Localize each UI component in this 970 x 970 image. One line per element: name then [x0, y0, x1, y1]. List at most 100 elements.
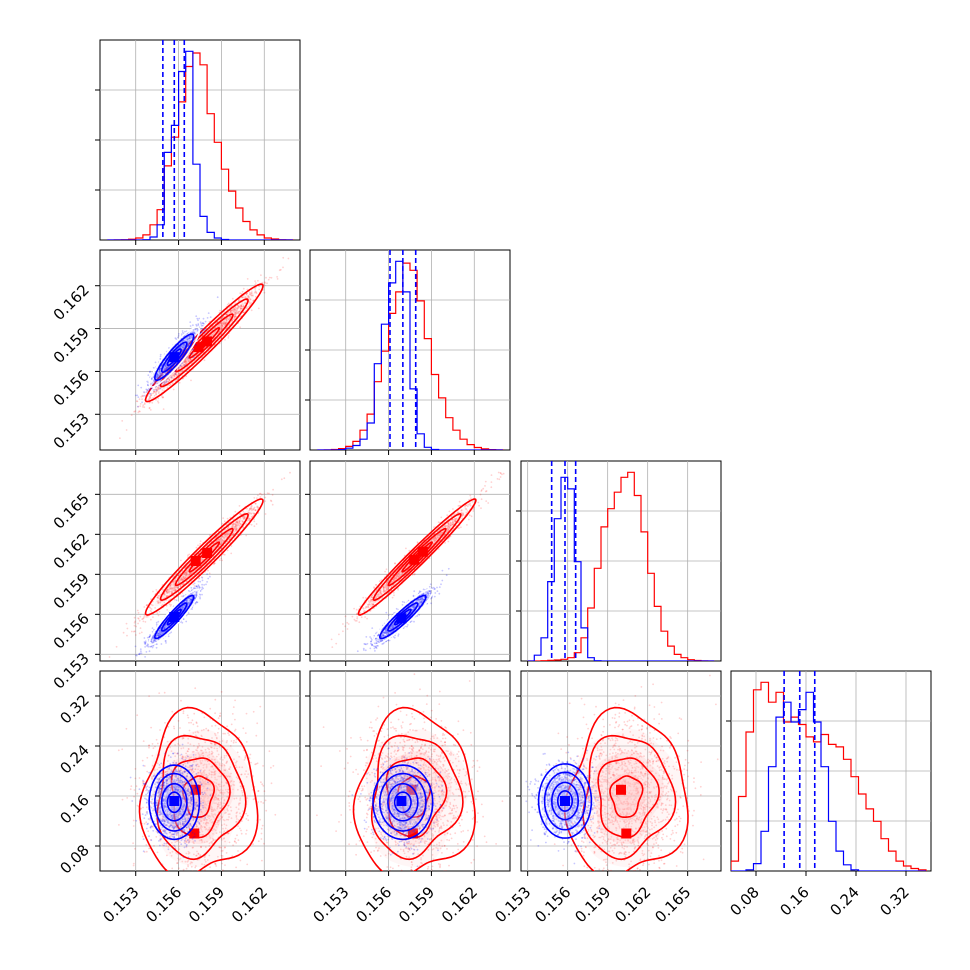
x-tick-label: 0.159	[571, 883, 614, 926]
density-peak-red	[202, 336, 213, 347]
x-tick-label: 0.162	[611, 883, 654, 926]
density-peak-red	[193, 342, 204, 353]
contour-red	[159, 298, 249, 388]
contour-blue	[557, 790, 573, 812]
panel-content	[316, 673, 504, 871]
histogram-red-series	[107, 52, 294, 240]
y-tick-label: 0.162	[50, 529, 93, 572]
x-tick-label: 0.162	[228, 883, 271, 926]
density-peak-red	[616, 784, 626, 795]
x-tick-label: 0.16	[776, 883, 812, 919]
density-peak-blue	[169, 796, 180, 806]
density-peak-blue	[396, 796, 407, 806]
contour-red	[156, 734, 247, 861]
density-peak-blue	[169, 352, 180, 363]
panel-content	[525, 674, 719, 871]
scatter-panel-r3-c2	[520, 670, 722, 872]
contour-blue	[387, 602, 419, 632]
y-tick-label: 0.153	[50, 409, 93, 452]
contour-red	[387, 527, 447, 587]
contour-blue	[537, 763, 593, 839]
density-peak-red	[406, 784, 417, 795]
density-peak-red	[202, 548, 213, 558]
y-tick-label: 0.156	[50, 609, 93, 652]
contour-blue	[148, 326, 201, 388]
density-peak-blue	[169, 612, 180, 622]
contour-blue	[154, 772, 195, 832]
x-tick-label: 0.153	[309, 883, 352, 926]
x-tick-label: 0.159	[395, 883, 438, 926]
contour-blue	[372, 764, 434, 841]
contour-red	[182, 775, 215, 818]
contour-blue	[393, 608, 412, 626]
scatter-points-red	[544, 674, 719, 871]
x-tick-label: 0.153	[491, 883, 534, 926]
histogram-blue-series	[527, 476, 715, 661]
y-tick-label: 0.24	[56, 741, 92, 777]
histogram-red-series	[527, 471, 715, 661]
contour-red	[174, 313, 234, 373]
scatter-panel-r3-c1	[309, 670, 511, 872]
density-peak-red	[409, 554, 420, 565]
contour-blue	[160, 341, 188, 373]
contour-blue	[378, 772, 427, 832]
contour-blue	[387, 782, 419, 822]
x-tick-label: 0.165	[651, 883, 694, 926]
density-peak-red	[407, 828, 418, 839]
contour-red	[352, 706, 476, 871]
x-tick-label: 0.32	[876, 883, 912, 919]
contour-red	[159, 512, 249, 602]
density-peak-red	[621, 828, 632, 839]
y-tick-label: 0.153	[50, 649, 93, 692]
y-tick-label: 0.165	[50, 489, 93, 532]
contour-red	[597, 757, 660, 839]
contour-blue	[154, 333, 195, 381]
contour-blue	[148, 588, 201, 646]
panel-content	[330, 471, 505, 653]
density-peak-red	[190, 556, 201, 566]
contour-red	[174, 527, 234, 587]
contour-blue	[160, 602, 188, 632]
panel-content	[117, 687, 277, 871]
x-tick-label: 0.156	[142, 883, 185, 926]
contour-red	[144, 283, 264, 403]
density-peak-blue	[560, 796, 570, 806]
x-tick-label: 0.156	[352, 883, 395, 926]
x-tick-label: 0.159	[185, 883, 228, 926]
contour-red	[144, 498, 264, 616]
contour-blue	[148, 764, 201, 841]
y-tick-label: 0.156	[50, 367, 93, 410]
contour-red	[138, 706, 259, 871]
y-tick-label: 0.159	[50, 569, 93, 612]
contour-blue	[166, 791, 182, 814]
contour-blue	[543, 771, 587, 831]
density-peak-red	[189, 828, 200, 839]
histogram-red-series	[731, 681, 927, 871]
contour-red	[372, 512, 462, 602]
contour-blue	[550, 781, 580, 821]
histogram-blue-series	[107, 50, 293, 240]
contour-blue	[378, 594, 427, 640]
y-tick-label: 0.159	[50, 324, 93, 367]
scatter-panel-r2-c1	[309, 460, 511, 662]
contour-blue	[160, 782, 188, 822]
contour-red	[370, 734, 464, 861]
y-tick-label: 0.08	[56, 841, 92, 877]
x-tick-label: 0.153	[99, 883, 142, 926]
contour-blue	[393, 791, 412, 814]
scatter-panel-r2-c0	[99, 460, 301, 662]
panel-content	[108, 471, 291, 658]
y-tick-label: 0.32	[56, 691, 92, 727]
contour-red	[357, 498, 477, 616]
histogram-blue-series	[317, 260, 503, 450]
x-tick-label: 0.24	[826, 883, 862, 919]
y-tick-label: 0.162	[50, 281, 93, 324]
density-peak-red	[190, 784, 201, 795]
scatter-panel-r1-c0	[99, 249, 301, 451]
x-tick-label: 0.08	[726, 883, 762, 919]
y-tick-label: 0.16	[56, 791, 92, 827]
histogram-red-series	[317, 262, 504, 450]
x-tick-label: 0.156	[531, 883, 574, 926]
contour-red	[609, 775, 644, 818]
